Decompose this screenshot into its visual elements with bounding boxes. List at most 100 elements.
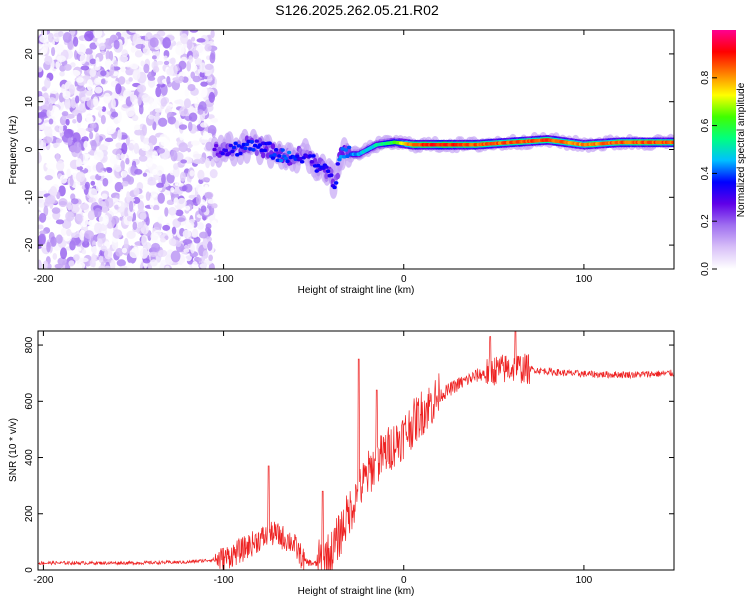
spectrogram-noise-blob (38, 138, 44, 150)
spectrogram-noise-blob (110, 64, 115, 76)
snr-y-tick-label: 0 (24, 567, 35, 573)
spectrogram-noise-blob (58, 185, 66, 197)
spectrogram-noise-blob (210, 158, 215, 167)
colorbar-gradient (712, 30, 736, 269)
spectrogram-noise-blob (147, 76, 156, 81)
spectrogram-noise-blob (95, 161, 104, 173)
spectrogram-noise-blob (115, 247, 124, 257)
spectrogram-noise-blob (139, 212, 147, 220)
spectrogram-noise-blob (184, 205, 191, 211)
spectrogram-signal-cell (261, 152, 266, 159)
spectrogram-noise-blob (94, 222, 103, 234)
snr-frame (37, 330, 675, 571)
spectrogram-noise-blob (138, 194, 144, 199)
spectrogram-noise-blob (152, 65, 160, 73)
spectrogram-noise-blob (46, 194, 56, 205)
spectrogram-noise-blob (64, 97, 71, 110)
snr-plot-area (38, 331, 674, 570)
spectrogram-noise-blob (168, 124, 177, 130)
spectrogram-noise-blob (75, 157, 82, 167)
spectrogram-noise-blob (208, 262, 215, 269)
spectrogram-noise-blob (104, 248, 113, 260)
spectrogram-y-tick-label: -20 (24, 237, 35, 252)
spectrogram-noise-blob (152, 168, 158, 176)
snr-y-ticks: 0 200 400 600 800 (24, 336, 674, 573)
spectrogram-noise-blob (130, 165, 136, 173)
spectrogram-noise-blob (166, 172, 175, 184)
spectrogram-signal-cell (226, 151, 232, 155)
spectrogram-signal-cell (329, 168, 334, 175)
spectrogram-signal-cell (308, 154, 313, 158)
spectrogram-noise-blob (117, 111, 122, 123)
spectrogram-noise-blob (94, 86, 103, 94)
spectrogram-noise-blob (170, 57, 176, 65)
spectrogram-noise-blob (137, 95, 142, 106)
spectrogram-signal-cell (324, 172, 329, 180)
spectrogram-noise-blob (174, 176, 179, 186)
spectrogram-noise-blob (111, 98, 116, 110)
spectrogram-noise-blob (66, 201, 72, 211)
spectrogram-noise-blob (190, 140, 200, 146)
spectrogram-signal-cell (238, 151, 243, 156)
spectrogram-noise-blob (128, 77, 133, 82)
spectrogram-noise-blob (196, 194, 201, 205)
spectrogram-signal-cell (335, 172, 341, 180)
spectrogram-noise-blob (84, 230, 94, 240)
spectrogram-signal-cell (286, 150, 292, 155)
spectrogram-noise-blob (145, 216, 150, 226)
spectrogram-noise-blob (102, 177, 109, 187)
spectrogram-noise-blob (110, 111, 119, 118)
spectrogram-noise-blob (117, 129, 122, 141)
spectrogram-noise-blob (91, 253, 96, 264)
spectrogram-noise-blob (126, 176, 135, 185)
spectrogram-noise-blob (52, 253, 58, 260)
spectrogram-signal-cell (228, 143, 233, 148)
spectrogram-noise-blob (189, 64, 198, 72)
spectrogram-noise-blob (70, 224, 78, 231)
spectrogram-noise-blob (207, 198, 216, 204)
spectrogram-noise-blob (186, 60, 192, 72)
spectrogram-noise-blob (126, 215, 133, 222)
spectrogram-noise-blob (97, 37, 106, 45)
spectrogram-signal-cell (231, 145, 237, 150)
spectrogram-noise-blob (105, 50, 111, 61)
spectrogram-noise-blob (107, 197, 114, 203)
spectrogram-noise-blob (72, 119, 77, 124)
spectrogram-noise-blob (116, 153, 122, 160)
spectrogram-signal-cell (295, 154, 300, 159)
spectrogram-noise-blob (101, 205, 109, 214)
spectrogram-noise-blob (51, 207, 61, 214)
spectrogram-noise-blob (162, 37, 171, 49)
spectrogram-signal-cell (345, 154, 350, 159)
spectrogram-noise-blob (186, 39, 193, 50)
spectrogram-noise-blob (76, 85, 86, 92)
spectrogram-x-label: Height of straight line (km) (298, 285, 415, 296)
spectrogram-noise-blob (76, 246, 82, 252)
spectrogram-noise-blob (119, 265, 130, 269)
spectrogram-noise-blob (55, 61, 61, 69)
spectrogram-noise-blob (210, 117, 219, 123)
spectrogram-noise-blob (135, 43, 146, 50)
spectrogram-noise-blob (54, 263, 63, 269)
spectrogram-y-tick-label: 10 (24, 96, 35, 108)
spectrogram-noise-blob (72, 36, 79, 47)
spectrogram-noise-blob (120, 134, 128, 140)
spectrogram-noise-blob (104, 137, 114, 143)
spectrogram-noise-blob (106, 110, 112, 116)
spectrogram-noise-blob (200, 122, 209, 128)
spectrogram-noise-blob (70, 62, 76, 68)
spectrogram-noise-blob (137, 200, 145, 212)
spectrogram-noise-blob (70, 198, 79, 205)
spectrogram-x-ticks: -200 -100 0 100 (33, 30, 593, 285)
spectrogram-noise-blob (121, 247, 128, 254)
spectrogram-noise-blob (88, 197, 96, 204)
spectrogram-signal-cell (275, 158, 281, 163)
spectrogram-noise-blob (42, 260, 49, 269)
spectrogram-noise-blob (134, 124, 141, 131)
spectrogram-noise-blob (112, 229, 123, 239)
spectrogram-noise-blob (71, 236, 81, 246)
spectrogram-noise-blob (193, 236, 201, 244)
spectrogram-noise-blob (149, 197, 155, 209)
